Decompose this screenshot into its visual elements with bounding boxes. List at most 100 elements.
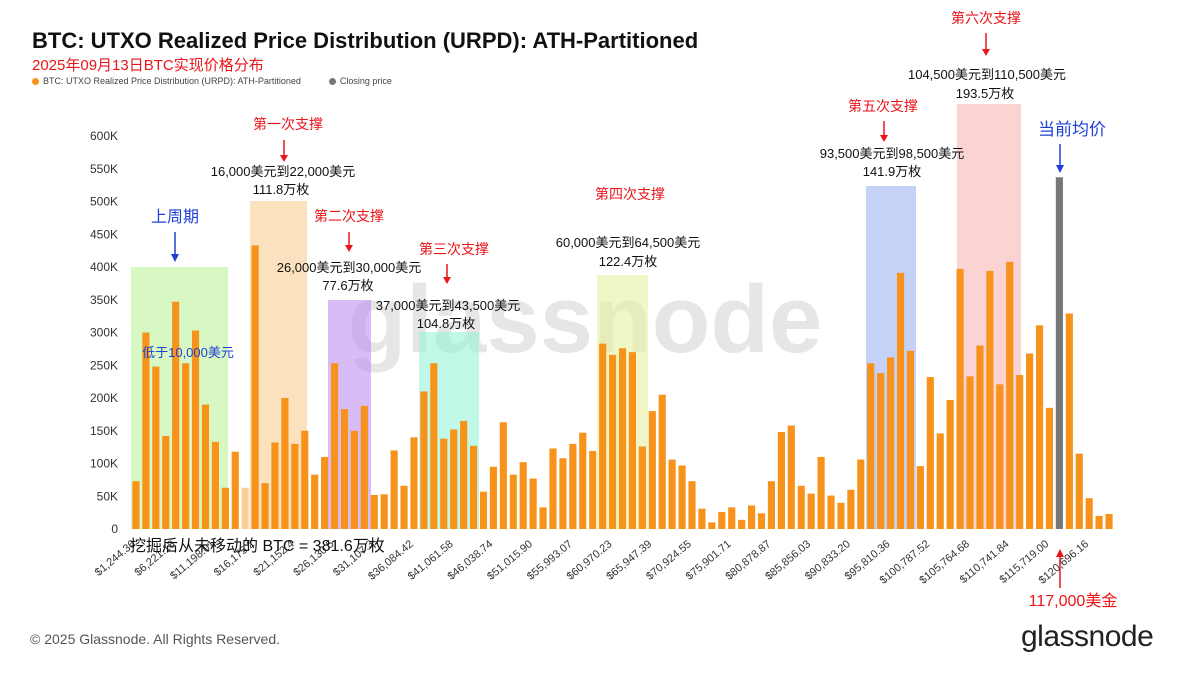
urpd-bar[interactable]: [142, 332, 150, 530]
urpd-bar[interactable]: [827, 495, 835, 529]
urpd-bar[interactable]: [440, 438, 448, 529]
urpd-bar[interactable]: [708, 522, 716, 529]
urpd-bar[interactable]: [569, 443, 577, 529]
urpd-bar[interactable]: [996, 384, 1004, 529]
urpd-bar[interactable]: [152, 366, 160, 529]
urpd-bar[interactable]: [976, 345, 984, 529]
urpd-bar[interactable]: [261, 483, 269, 529]
urpd-bar[interactable]: [589, 451, 597, 529]
urpd-bar[interactable]: [281, 398, 289, 529]
urpd-bar[interactable]: [728, 507, 736, 529]
urpd-bar[interactable]: [330, 363, 339, 529]
urpd-bar[interactable]: [311, 474, 319, 529]
urpd-bar[interactable]: [1026, 353, 1034, 529]
urpd-bar[interactable]: [867, 363, 875, 529]
urpd-bar[interactable]: [321, 456, 329, 529]
urpd-bar[interactable]: [678, 465, 686, 529]
urpd-bar[interactable]: [956, 268, 964, 529]
urpd-bar[interactable]: [777, 432, 785, 529]
urpd-bar[interactable]: [579, 432, 587, 529]
urpd-bar[interactable]: [926, 377, 934, 529]
urpd-bar[interactable]: [370, 494, 378, 529]
urpd-bar[interactable]: [489, 466, 497, 529]
urpd-bar[interactable]: [668, 459, 676, 529]
urpd-bar[interactable]: [916, 466, 924, 529]
urpd-bar[interactable]: [182, 363, 190, 529]
urpd-bar[interactable]: [450, 429, 458, 529]
urpd-bar[interactable]: [618, 348, 627, 529]
urpd-bar[interactable]: [1065, 313, 1073, 530]
legend-item-closing[interactable]: Closing price: [328, 76, 392, 86]
urpd-bar[interactable]: [896, 272, 905, 529]
urpd-bar[interactable]: [609, 354, 617, 529]
urpd-bar[interactable]: [628, 352, 636, 529]
urpd-bar[interactable]: [887, 357, 895, 529]
urpd-bar[interactable]: [231, 451, 239, 529]
urpd-bar[interactable]: [1085, 498, 1093, 529]
urpd-bar[interactable]: [817, 456, 825, 529]
urpd-bar[interactable]: [1016, 375, 1024, 529]
urpd-bar[interactable]: [877, 373, 885, 529]
urpd-bar[interactable]: [738, 519, 746, 529]
urpd-bar[interactable]: [966, 376, 974, 529]
urpd-bar[interactable]: [420, 391, 428, 529]
urpd-bar[interactable]: [767, 481, 776, 529]
urpd-bar[interactable]: [757, 513, 766, 529]
urpd-bar[interactable]: [946, 399, 954, 529]
urpd-bar[interactable]: [479, 491, 488, 529]
urpd-bar[interactable]: [837, 502, 845, 529]
urpd-bar[interactable]: [748, 505, 756, 529]
urpd-bar[interactable]: [599, 343, 607, 529]
urpd-bar[interactable]: [529, 478, 537, 529]
urpd-bar[interactable]: [390, 450, 398, 529]
urpd-bar[interactable]: [291, 443, 299, 529]
legend-item-urpd[interactable]: BTC: UTXO Realized Price Distribution (U…: [32, 76, 301, 86]
urpd-bar[interactable]: [172, 301, 180, 529]
glassnode-logo[interactable]: glassnode: [1021, 620, 1154, 653]
urpd-bar[interactable]: [787, 425, 795, 529]
urpd-bar[interactable]: [430, 363, 438, 529]
urpd-bar[interactable]: [211, 441, 219, 529]
urpd-bar[interactable]: [1006, 261, 1014, 529]
closing-price-bar[interactable]: [1055, 177, 1063, 529]
urpd-bar[interactable]: [857, 459, 865, 529]
urpd-bar[interactable]: [191, 330, 200, 529]
urpd-bar[interactable]: [906, 350, 915, 529]
urpd-bar[interactable]: [648, 411, 656, 529]
urpd-bar[interactable]: [549, 448, 557, 529]
urpd-bar[interactable]: [221, 487, 229, 529]
urpd-bar[interactable]: [360, 405, 368, 529]
urpd-bar[interactable]: [559, 458, 567, 529]
urpd-bar[interactable]: [499, 422, 507, 529]
urpd-bar[interactable]: [1075, 453, 1083, 529]
urpd-bar[interactable]: [797, 485, 805, 529]
urpd-bar[interactable]: [509, 474, 517, 529]
urpd-bar[interactable]: [469, 445, 478, 529]
urpd-bar[interactable]: [410, 437, 418, 529]
urpd-bar[interactable]: [638, 446, 646, 529]
urpd-bar[interactable]: [380, 494, 388, 529]
urpd-bar[interactable]: [162, 435, 170, 529]
urpd-bar[interactable]: [1045, 407, 1054, 529]
urpd-bar[interactable]: [301, 430, 309, 529]
urpd-bar[interactable]: [1105, 513, 1113, 529]
urpd-bar[interactable]: [698, 508, 706, 529]
urpd-bar[interactable]: [519, 462, 527, 529]
urpd-bar[interactable]: [688, 481, 696, 529]
urpd-bar[interactable]: [658, 394, 666, 529]
urpd-bar[interactable]: [201, 404, 210, 529]
urpd-bar[interactable]: [847, 489, 855, 529]
urpd-bar[interactable]: [241, 487, 249, 529]
urpd-bar[interactable]: [271, 442, 279, 529]
urpd-bar[interactable]: [350, 430, 358, 529]
urpd-bar[interactable]: [807, 493, 815, 529]
urpd-bar[interactable]: [400, 485, 408, 529]
urpd-bar[interactable]: [1035, 325, 1044, 529]
urpd-bar[interactable]: [460, 420, 468, 529]
urpd-bar[interactable]: [986, 270, 994, 529]
urpd-bar[interactable]: [718, 511, 726, 529]
urpd-bar[interactable]: [340, 409, 349, 529]
urpd-bar[interactable]: [539, 507, 547, 529]
urpd-bar[interactable]: [1095, 515, 1103, 529]
urpd-bar[interactable]: [132, 481, 140, 529]
